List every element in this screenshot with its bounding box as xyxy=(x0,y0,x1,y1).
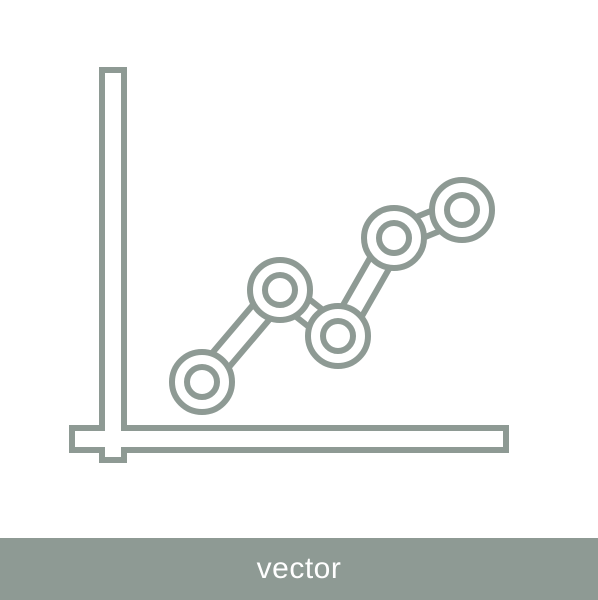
line-chart-icon xyxy=(0,0,598,538)
footer-label: vector xyxy=(257,552,342,586)
footer-bar: vector xyxy=(0,538,598,600)
